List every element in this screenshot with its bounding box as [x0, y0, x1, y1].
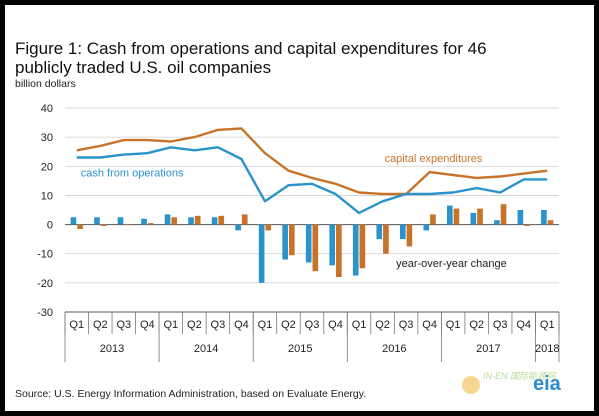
x-tick-quarter-label: Q1 — [258, 319, 273, 331]
capex-line-label: capital expenditures — [385, 153, 483, 165]
watermark-sun-icon — [462, 376, 480, 394]
y-tick-label: 0 — [47, 220, 53, 232]
series-annotations: capital expenditures cash from operations… — [81, 153, 507, 270]
yoy-capex-bar — [312, 224, 319, 272]
yoy-capex-bar — [547, 220, 554, 225]
yoy-capex-bar — [336, 224, 342, 278]
yoy-cash-bar — [258, 224, 265, 283]
x-tick-year-label: 2013 — [100, 343, 124, 355]
capex-line — [76, 127, 548, 196]
x-tick-quarter-label: Q1 — [446, 319, 461, 331]
yoy-capex-bar — [147, 223, 154, 225]
yoy-cash-bar — [470, 212, 477, 225]
y-tick-label: -30 — [37, 307, 53, 319]
x-tick-year-label: 2016 — [382, 343, 406, 355]
x-tick-quarter-label: Q1 — [540, 319, 555, 331]
x-tick-year-label: 2015 — [288, 343, 312, 355]
x-tick-year-label: 2017 — [476, 343, 500, 355]
yoy-cash-bar — [235, 224, 241, 231]
yoy-cash-bar — [329, 224, 336, 266]
cash-line-label: cash from operations — [81, 167, 184, 179]
yoy-capex-bar — [359, 224, 366, 269]
yoy-capex-bar — [265, 224, 272, 231]
yoy-capex-bar — [288, 224, 295, 256]
yoy-capex-bar — [500, 204, 507, 225]
yoy-capex-bar — [77, 224, 83, 229]
x-tick-quarter-label: Q1 — [164, 319, 179, 331]
yoy-capex-bar — [124, 224, 130, 226]
x-tick-quarter-label: Q3 — [493, 319, 508, 331]
x-tick-quarter-label: Q2 — [281, 319, 296, 331]
yoy-capex-bar — [383, 224, 389, 254]
yoy-cash-bar — [423, 224, 430, 231]
gridlines — [65, 107, 559, 313]
source-note: Source: U.S. Energy Information Administ… — [15, 388, 366, 400]
x-axis: Q1 Q2 Q3 Q4 Q1 Q2 Q3 Q4 Q1 Q2 Q3 Q4 Q1 Q2 Q3 Q4 Q1 Q2 Q3 Q4… — [64, 311, 559, 362]
yoy-cash-bar — [517, 210, 524, 225]
y-tick-label: 40 — [41, 103, 53, 115]
yoy-capex-bar — [524, 224, 530, 227]
x-tick-quarter-label: Q2 — [187, 319, 202, 331]
yoy-capex-bar — [477, 208, 483, 225]
yoy-capex-bar — [241, 214, 248, 225]
x-tick-quarter-label: Q3 — [399, 319, 414, 331]
yoy-cash-bar — [494, 220, 500, 225]
x-tick-quarter-label: Q1 — [69, 319, 84, 331]
yoy-cash-bar — [446, 205, 453, 225]
x-tick-quarter-label: Q3 — [305, 319, 320, 331]
x-tick-quarter-label: Q4 — [328, 319, 343, 331]
x-tick-quarter-label: Q4 — [422, 319, 437, 331]
y-tick-label: 20 — [41, 161, 53, 173]
x-tick-quarter-label: Q4 — [516, 319, 531, 331]
chart-figure: Figure 1: Cash from operations and capit… — [5, 5, 594, 411]
y-tick-label: -20 — [37, 278, 53, 290]
yoy-cash-bar — [399, 224, 406, 240]
yoy-capex-bar — [453, 208, 460, 225]
chart-canvas: Figure 1: Cash from operations and capit… — [15, 39, 562, 400]
y-tick-label: 30 — [41, 132, 53, 144]
yoy-capex-bar — [218, 215, 225, 225]
y-axis-unit-label: billion dollars — [15, 78, 76, 90]
watermark: IN-EN 国际能源网 — [462, 371, 556, 394]
yoy-cash-bar — [541, 210, 547, 225]
yoy-cash-bar — [141, 218, 147, 225]
series-lines — [76, 127, 548, 215]
x-tick-quarter-label: Q3 — [211, 319, 226, 331]
yoy-cash-bar — [164, 214, 171, 225]
yoy-cash-bar — [94, 217, 100, 225]
x-tick-year-label: 2018 — [535, 343, 559, 355]
yoy-capex-bar — [171, 217, 178, 225]
y-tick-label: -10 — [37, 249, 53, 261]
x-tick-year-label: 2014 — [194, 343, 218, 355]
yoy-cash-bar — [70, 217, 77, 225]
yoy-cash-bar — [305, 224, 312, 263]
yoy-capex-bar — [430, 214, 436, 225]
x-tick-quarter-label: Q4 — [234, 319, 249, 331]
y-axis-ticks: 40 30 20 10 0 -10 -20 -30 — [37, 103, 53, 319]
x-tick-quarter-label: Q2 — [469, 319, 484, 331]
x-tick-quarter-label: Q3 — [116, 319, 131, 331]
yoy-bars — [70, 204, 554, 283]
yoy-cash-bar — [117, 217, 124, 225]
watermark-text: IN-EN 国际能源网 — [483, 371, 556, 381]
cash-line — [76, 146, 548, 215]
chart-title-line2: publicly traded U.S. oil companies — [15, 58, 271, 77]
x-tick-quarter-label: Q1 — [352, 319, 367, 331]
yoy-cash-bar — [376, 224, 383, 240]
yoy-cash-bar — [188, 217, 194, 225]
yoy-capex-bar — [100, 224, 107, 227]
yoy-change-label: year-over-year change — [396, 258, 507, 270]
x-tick-quarter-label: Q4 — [140, 319, 155, 331]
yoy-cash-bar — [211, 217, 218, 225]
x-tick-quarter-label: Q2 — [375, 319, 390, 331]
eia-logo: eia — [533, 373, 562, 395]
eia-logo-text: eia — [533, 373, 562, 395]
yoy-cash-bar — [282, 224, 288, 260]
yoy-capex-bar — [194, 215, 201, 225]
yoy-cash-bar — [352, 224, 359, 276]
x-tick-quarter-label: Q2 — [93, 319, 108, 331]
y-tick-label: 10 — [41, 190, 53, 202]
chart-title-line1: Figure 1: Cash from operations and capit… — [15, 39, 487, 58]
yoy-capex-bar — [406, 224, 413, 247]
